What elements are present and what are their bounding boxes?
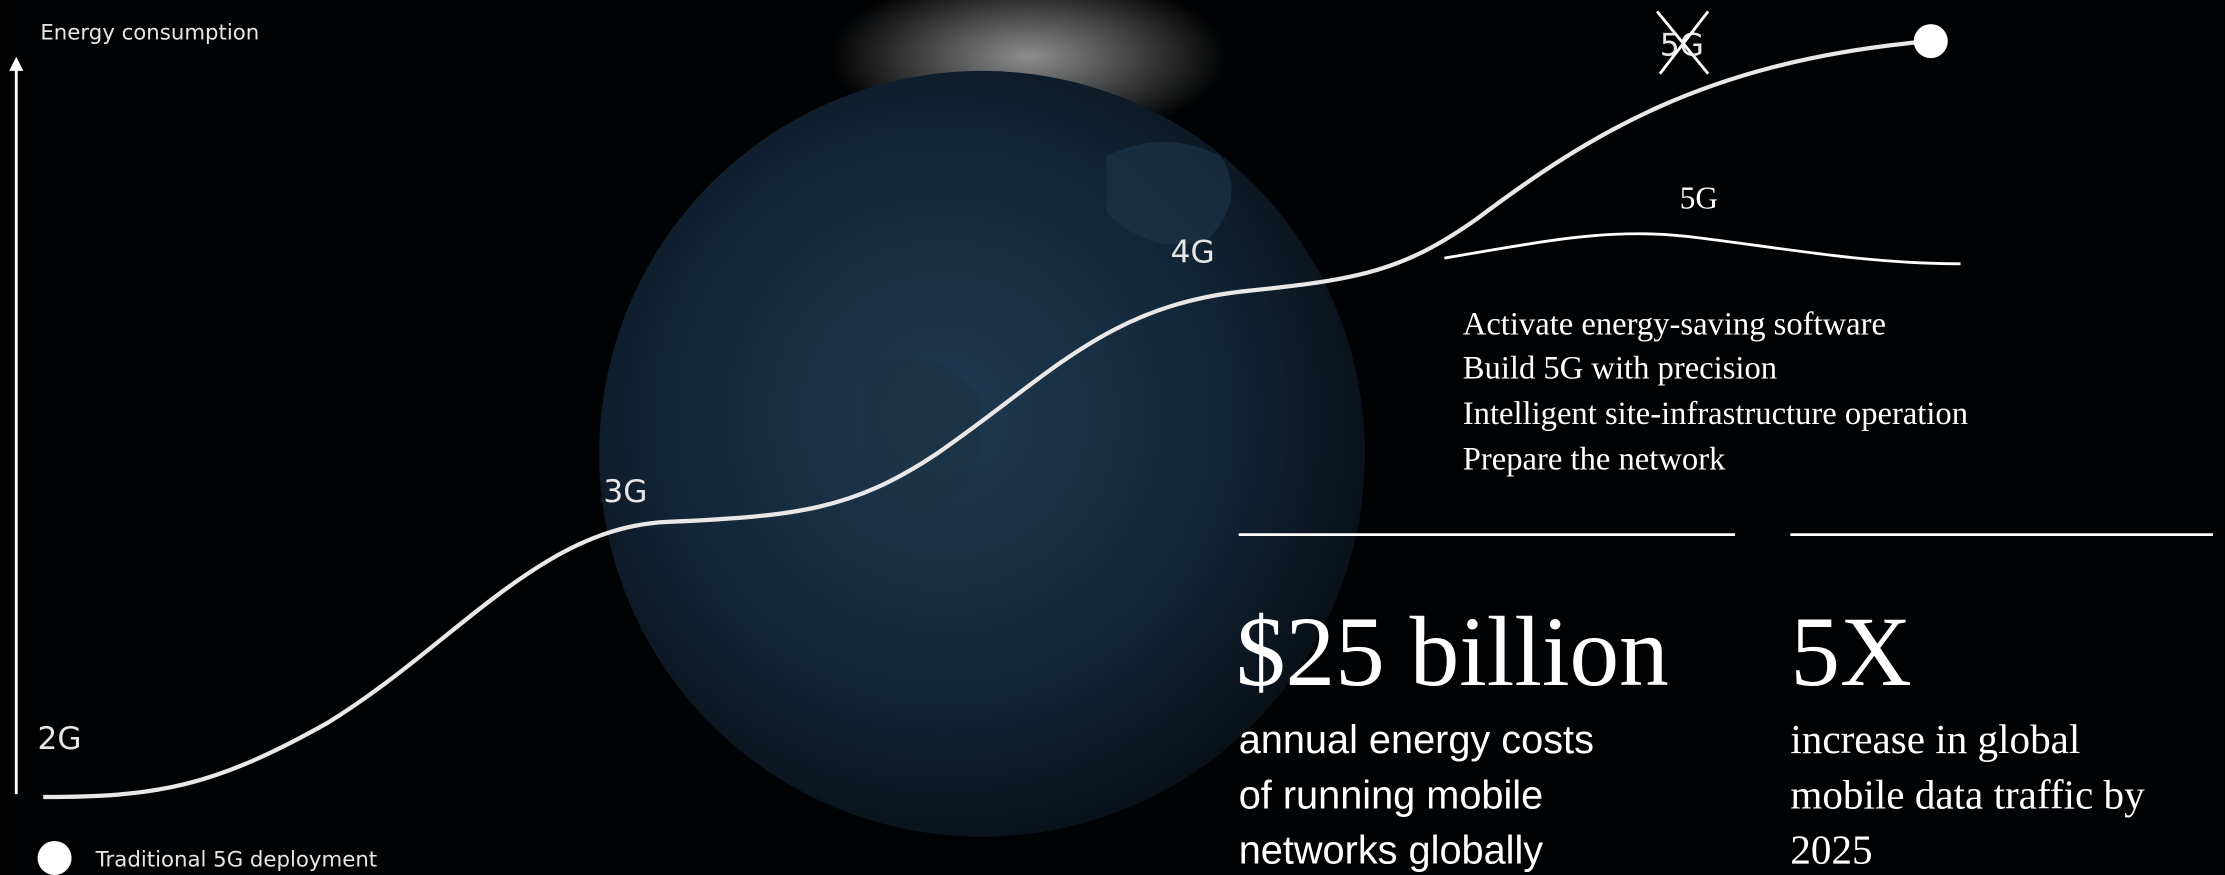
stat-description: increase in global bbox=[1790, 716, 2080, 762]
stat-description: networks globally bbox=[1239, 829, 1544, 873]
stat-description: annual energy costs bbox=[1239, 718, 1594, 762]
gen-label: 2G bbox=[38, 721, 82, 757]
stat-description: 2025 bbox=[1790, 827, 1872, 873]
slide: Energy consumption 2G 3G 4G 5G 5G Activa… bbox=[0, 0, 2225, 875]
new-5g-label: 5G bbox=[1680, 180, 1718, 215]
page: {"axis_label": "Energy consumption", "ge… bbox=[0, 0, 2225, 875]
action: Activate energy-saving software bbox=[1463, 307, 1886, 343]
stat-description: mobile data traffic by bbox=[1790, 771, 2145, 817]
action: Intelligent site-infrastructure operatio… bbox=[1463, 396, 1968, 432]
gen-label: 3G bbox=[603, 474, 647, 510]
legend-marker bbox=[38, 841, 72, 875]
action: Prepare the network bbox=[1463, 441, 1726, 477]
axis-label: Energy consumption bbox=[40, 21, 259, 46]
legend-label: Traditional 5G deployment bbox=[95, 847, 377, 872]
stat-description: of running mobile bbox=[1239, 773, 1543, 817]
end-dot bbox=[1914, 24, 1948, 58]
stat-value: 5X bbox=[1790, 598, 1911, 707]
gen-label: 4G bbox=[1171, 234, 1215, 270]
action: Build 5G with precision bbox=[1463, 351, 1777, 387]
stat-value: $25 billion bbox=[1236, 598, 1669, 707]
